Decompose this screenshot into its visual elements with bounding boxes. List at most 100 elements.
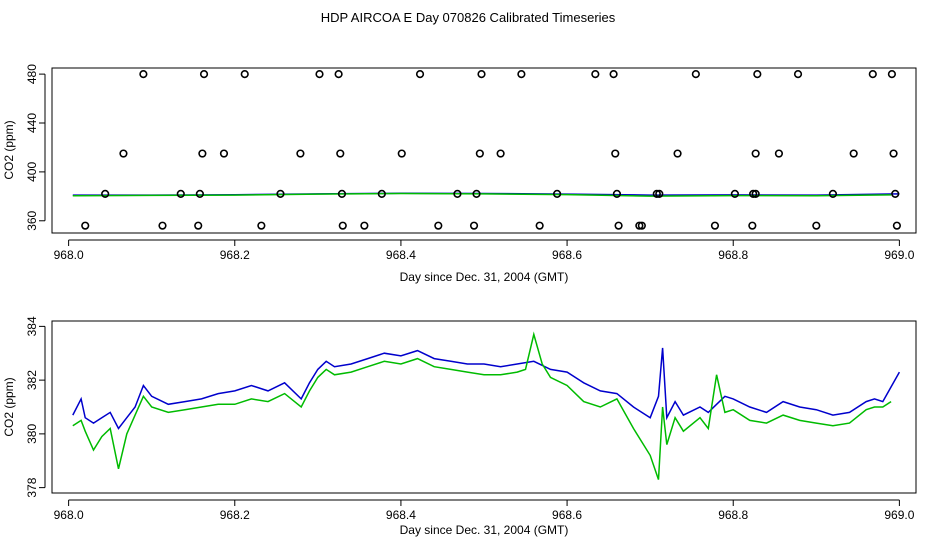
calibration-point-marker bbox=[691, 70, 700, 79]
chart-title: HDP AIRCOA E Day 070826 Calibrated Times… bbox=[321, 10, 616, 25]
calibration-point-marker bbox=[397, 149, 406, 158]
calibration-point-marker bbox=[415, 70, 425, 79]
calibration-point-marker bbox=[611, 149, 620, 158]
calibration-point-marker bbox=[612, 189, 622, 198]
calibration-point-marker bbox=[553, 189, 562, 198]
calibration-point-marker bbox=[614, 221, 623, 230]
bottom-y-axis: 378 380 382 384 bbox=[25, 316, 46, 498]
calibration-point-marker bbox=[891, 189, 900, 198]
calibration-point-marker bbox=[730, 189, 739, 198]
x-tick-label: 968.8 bbox=[718, 248, 748, 262]
top-series-group bbox=[72, 192, 900, 197]
calibration-point-marker bbox=[535, 221, 544, 230]
calibration-point-marker bbox=[453, 189, 462, 198]
calibration-point-marker bbox=[774, 149, 784, 158]
calibration-point-marker bbox=[276, 189, 285, 198]
calibration-point-marker bbox=[240, 70, 249, 79]
calibration-point-marker bbox=[377, 189, 386, 198]
bottom-plot-frame bbox=[51, 320, 917, 494]
calibration-point-marker bbox=[868, 70, 877, 79]
calibration-point-marker bbox=[655, 189, 664, 198]
calibration-point-marker bbox=[710, 221, 720, 230]
calibration-point-marker bbox=[475, 149, 484, 158]
calibration-point-marker bbox=[748, 221, 757, 230]
y-tick-label: 380 bbox=[25, 424, 39, 444]
x-tick-label: 969.0 bbox=[884, 248, 914, 262]
calibration-point-marker bbox=[892, 221, 901, 230]
top-panel: 968.0 968.2 968.4 968.6 968.8 969.0 360 400 440… bbox=[2, 64, 917, 284]
calibration-point-marker bbox=[889, 149, 898, 158]
top-x-axis: 968.0 968.2 968.4 968.6 968.8 969.0 bbox=[54, 239, 915, 262]
series-line-green bbox=[72, 192, 892, 197]
calibration-point-marker bbox=[338, 221, 347, 230]
calibration-point-marker bbox=[119, 149, 128, 158]
calibration-point-marker bbox=[101, 189, 110, 198]
calibration-point-marker bbox=[195, 189, 204, 198]
x-tick-label: 968.8 bbox=[718, 508, 748, 522]
y-tick-label: 440 bbox=[25, 113, 39, 133]
x-tick-label: 968.4 bbox=[386, 508, 416, 522]
x-tick-label: 968.4 bbox=[386, 248, 416, 262]
bottom-x-axis-label: Day since Dec. 31, 2004 (GMT) bbox=[400, 523, 569, 537]
calibration-point-marker bbox=[849, 149, 858, 158]
x-tick-label: 968.6 bbox=[552, 508, 582, 522]
calibration-point-marker bbox=[637, 221, 646, 230]
x-tick-label: 969.0 bbox=[884, 508, 914, 522]
calibration-point-marker bbox=[609, 70, 618, 79]
calibration-point-marker bbox=[176, 189, 185, 198]
bottom-panel: 968.0 968.2 968.4 968.6 968.8 969.0 378 380 382… bbox=[2, 316, 917, 537]
calibration-point-marker bbox=[477, 70, 486, 79]
calibration-point-marker bbox=[139, 70, 148, 79]
calibration-point-marker bbox=[673, 149, 682, 158]
calibration-point-marker bbox=[315, 70, 324, 79]
calibration-point-marker bbox=[751, 149, 760, 158]
calibration-point-marker bbox=[360, 221, 369, 230]
calibration-point-marker bbox=[472, 189, 481, 198]
calibration-point-marker bbox=[793, 70, 803, 79]
series-line-green bbox=[72, 331, 892, 480]
x-tick-label: 968.0 bbox=[54, 508, 84, 522]
calibration-point-marker bbox=[749, 189, 758, 198]
calibration-point-marker bbox=[469, 221, 479, 230]
calibration-point-marker bbox=[887, 70, 897, 79]
top-x-axis-label: Day since Dec. 31, 2004 (GMT) bbox=[400, 270, 569, 284]
bottom-series-group bbox=[72, 331, 901, 480]
calibration-point-marker bbox=[158, 221, 167, 230]
calibration-point-marker bbox=[828, 189, 838, 198]
top-y-axis: 360 400 440 480 bbox=[25, 64, 46, 231]
y-tick-label: 384 bbox=[25, 316, 39, 336]
calibration-point-marker bbox=[517, 70, 526, 79]
calibration-point-marker bbox=[635, 221, 644, 230]
top-plot-frame bbox=[51, 67, 917, 234]
calibration-point-marker bbox=[336, 149, 345, 158]
calibration-point-marker bbox=[337, 189, 347, 198]
x-tick-label: 968.2 bbox=[220, 248, 250, 262]
calibration-point-marker bbox=[194, 221, 203, 230]
calibration-point-marker bbox=[434, 221, 443, 230]
calibration-point-marker bbox=[751, 189, 760, 198]
x-tick-label: 968.2 bbox=[220, 508, 250, 522]
bottom-y-axis-label: CO2 (ppm) bbox=[2, 377, 16, 436]
top-y-axis-label: CO2 (ppm) bbox=[2, 120, 16, 179]
series-line-blue bbox=[72, 347, 901, 430]
calibration-point-marker bbox=[257, 221, 266, 230]
calibration-point-marker bbox=[334, 70, 343, 79]
y-tick-label: 378 bbox=[25, 477, 39, 497]
calibration-point-marker bbox=[652, 189, 661, 198]
y-tick-label: 360 bbox=[25, 210, 39, 230]
calibration-point-marker bbox=[219, 149, 229, 158]
y-tick-label: 400 bbox=[25, 162, 39, 182]
calibration-point-marker bbox=[496, 149, 505, 158]
y-tick-label: 480 bbox=[25, 64, 39, 84]
x-tick-label: 968.0 bbox=[54, 248, 84, 262]
calibration-point-marker bbox=[199, 70, 209, 79]
x-tick-label: 968.6 bbox=[552, 248, 582, 262]
calibration-point-marker bbox=[198, 149, 207, 158]
calibration-point-marker bbox=[753, 70, 762, 79]
calibration-point-marker bbox=[296, 149, 305, 158]
calibration-point-marker bbox=[812, 221, 821, 230]
top-calibration-markers bbox=[81, 70, 901, 230]
calibration-point-marker bbox=[81, 221, 90, 230]
bottom-x-axis: 968.0 968.2 968.4 968.6 968.8 969.0 bbox=[54, 499, 915, 522]
